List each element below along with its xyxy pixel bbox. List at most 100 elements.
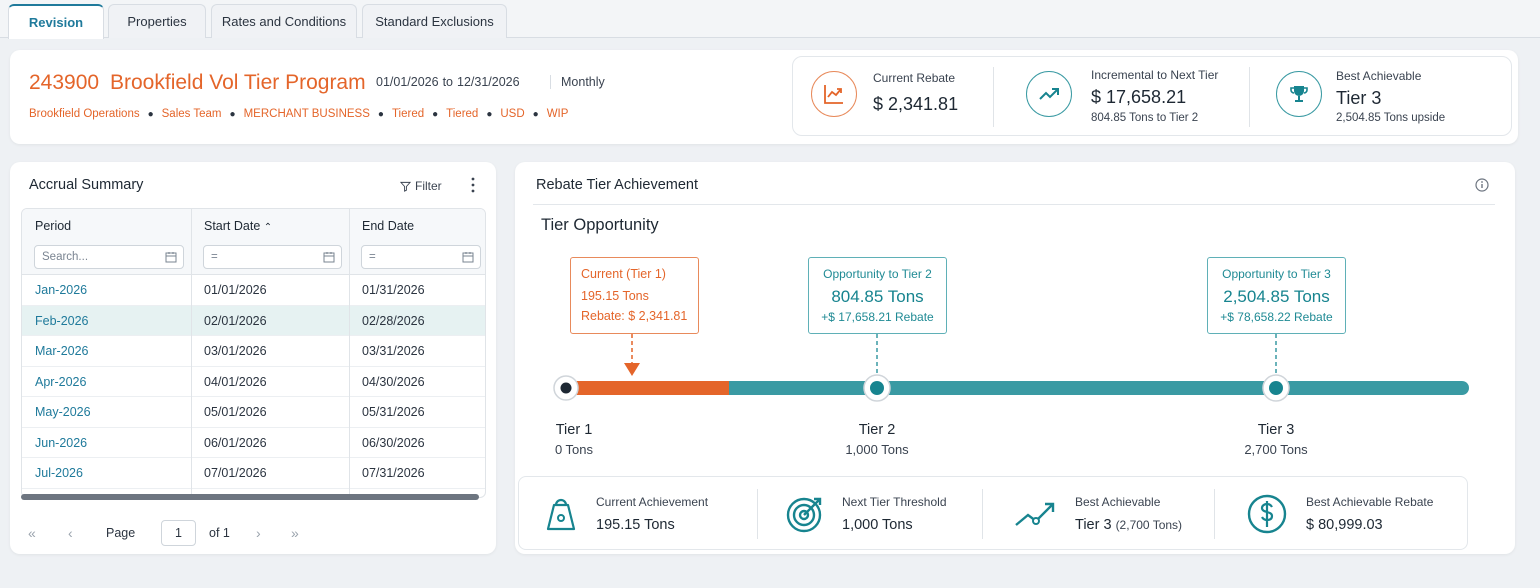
date-to-label: to <box>442 75 453 89</box>
program-tags: Brookfield Operations ● Sales Team ● MERCH… <box>29 108 568 120</box>
period-link[interactable]: Apr-2026 <box>35 374 87 389</box>
callout-title: Opportunity to Tier 2 <box>823 267 932 281</box>
program-frequency: Monthly <box>550 75 605 89</box>
table-row[interactable]: Apr-2026 04/01/2026 04/30/2026 <box>22 367 485 397</box>
program-header: 243900 Brookfield Vol Tier Program 01/01… <box>10 50 1518 144</box>
tag-separator: ● <box>532 108 539 120</box>
info-icon[interactable] <box>1475 178 1489 192</box>
target-icon <box>786 497 822 533</box>
period-link[interactable]: Jul-2026 <box>35 466 83 480</box>
period-link[interactable]: Mar-2026 <box>35 344 89 358</box>
tier-tons: 1,000 Tons <box>845 442 909 457</box>
stat-value: $ 80,999.03 <box>1306 517 1383 533</box>
start-date-cell: 02/01/2026 <box>204 313 267 328</box>
calendar-icon[interactable] <box>462 251 474 263</box>
start-date-cell: 05/01/2026 <box>204 405 267 419</box>
panel-title: Accrual Summary <box>29 177 144 193</box>
table-row[interactable]: Jan-2026 01/01/2026 01/31/2026 <box>22 275 485 306</box>
weight-icon <box>546 498 576 531</box>
divider <box>993 67 994 127</box>
filter-button[interactable]: Filter <box>400 179 442 193</box>
pagination: « ‹ Page 1 of 1 › » <box>28 520 488 546</box>
table-row[interactable]: Jul-2026 07/01/2026 07/31/2026 <box>22 458 485 489</box>
kpi-sub: 2,504.85 Tons upside <box>1336 112 1446 124</box>
kpi-label: Incremental to Next Tier <box>1091 68 1219 82</box>
tab-standard-exclusions[interactable]: Standard Exclusions <box>362 4 507 38</box>
calendar-icon[interactable] <box>165 251 177 263</box>
column-divider <box>349 209 350 497</box>
horizontal-scrollbar[interactable] <box>21 494 479 500</box>
table-row[interactable]: May-2026 05/01/2026 05/31/2026 <box>22 397 485 428</box>
period-link[interactable]: Jan-2026 <box>35 283 88 297</box>
end-date-cell: 03/31/2026 <box>362 344 425 358</box>
tag: Sales Team <box>161 108 222 120</box>
start-date-cell: 04/01/2026 <box>204 374 267 389</box>
divider <box>757 489 758 539</box>
first-page-icon[interactable]: « <box>28 525 36 541</box>
panel-title: Rebate Tier Achievement <box>536 177 699 193</box>
table-row[interactable]: Feb-2026 02/01/2026 02/28/2026 <box>22 305 485 336</box>
next-page-icon[interactable]: › <box>256 525 261 541</box>
section-title: Tier Opportunity <box>541 216 659 234</box>
end-date-filter-input[interactable]: = <box>361 245 481 269</box>
table-header: Period Start Date ⌃ End Date Search... =… <box>22 209 485 275</box>
column-header-period[interactable]: Period <box>35 219 72 233</box>
callout-rebate: Rebate: $ 2,341.81 <box>581 309 688 323</box>
accrual-summary-panel: Accrual Summary Filter Period Start Date… <box>10 162 496 554</box>
start-date-filter-input[interactable]: = <box>203 245 342 269</box>
tier3-marker-dot <box>1269 381 1283 395</box>
callout-value: 2,504.85 Tons <box>1223 287 1330 306</box>
period-link[interactable]: Jun-2026 <box>35 435 88 450</box>
period-link[interactable]: May-2026 <box>35 405 91 419</box>
tag-separator: ● <box>147 108 154 120</box>
tier-tons: 0 Tons <box>554 442 594 457</box>
kpi-sub: 804.85 Tons to Tier 2 <box>1091 112 1199 124</box>
stat-next-threshold: Next Tier Threshold 1,000 Tons <box>759 477 981 551</box>
tier2-label: Tier 2 1,000 Tons <box>817 422 937 457</box>
accrual-table: Period Start Date ⌃ End Date Search... =… <box>21 208 486 498</box>
trophy-icon <box>1276 71 1322 117</box>
tab-properties[interactable]: Properties <box>108 4 206 38</box>
callout-value: 195.15 Tons <box>581 289 649 303</box>
period-link[interactable]: Feb-2026 <box>35 313 89 328</box>
stat-value: 1,000 Tons <box>842 517 913 533</box>
column-header-end-date[interactable]: End Date <box>362 219 415 233</box>
input-value: = <box>369 251 376 263</box>
table-row[interactable]: Jun-2026 06/01/2026 06/30/2026 <box>22 428 485 458</box>
end-date-cell: 06/30/2026 <box>362 435 425 450</box>
column-header-start-date[interactable]: Start Date ⌃ <box>204 219 272 233</box>
kpi-best: Best Achievable Tier 3 2,504.85 Tons ups… <box>1263 57 1503 137</box>
previous-page-icon[interactable]: ‹ <box>68 525 73 541</box>
start-date-cell: 03/01/2026 <box>204 344 267 358</box>
tab-revision[interactable]: Revision <box>8 4 104 39</box>
tag-separator: ● <box>432 108 439 120</box>
filter-label: Filter <box>415 179 442 193</box>
table-row[interactable]: Mar-2026 03/01/2026 03/31/2026 <box>22 336 485 367</box>
callout-value: 804.85 Tons <box>831 287 924 306</box>
calendar-icon[interactable] <box>323 251 335 263</box>
tab-rates-and-conditions[interactable]: Rates and Conditions <box>211 4 357 38</box>
page-number-input[interactable]: 1 <box>161 520 196 546</box>
tier2-marker-dot <box>870 381 884 395</box>
tag: USD <box>500 108 525 120</box>
stat-label: Current Achievement <box>596 495 709 509</box>
more-options-icon[interactable] <box>468 175 478 195</box>
end-date-cell: 01/31/2026 <box>362 283 425 297</box>
start-date: 01/01/2026 <box>376 75 439 89</box>
divider <box>1214 489 1215 539</box>
sort-ascending-icon: ⌃ <box>263 222 273 233</box>
track-bar <box>559 381 1469 395</box>
tag: WIP <box>546 108 569 120</box>
tier1-marker-dot <box>560 382 572 394</box>
tier2-opportunity-callout: Opportunity to Tier 2 804.85 Tons +$ 17,… <box>808 257 947 334</box>
stat-label: Best Achievable <box>1075 495 1161 509</box>
callout-title: Opportunity to Tier 3 <box>1222 267 1331 281</box>
input-placeholder: Search... <box>42 251 89 263</box>
tier3-opportunity-callout: Opportunity to Tier 3 2,504.85 Tons +$ 7… <box>1207 257 1346 334</box>
tag: Tiered <box>391 108 425 120</box>
period-search-input[interactable]: Search... <box>34 245 184 269</box>
last-page-icon[interactable]: » <box>291 525 299 541</box>
filter-icon <box>400 181 411 192</box>
input-value: = <box>211 251 218 263</box>
tier-stats-strip: Current Achievement 195.15 Tons Next Tie… <box>518 476 1468 550</box>
